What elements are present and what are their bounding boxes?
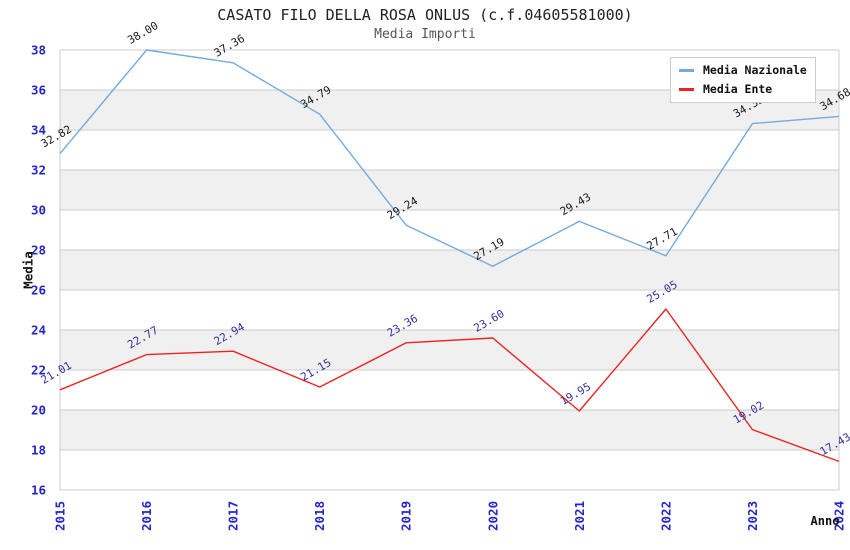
x-tick-label: 2019 (399, 501, 414, 531)
page-subtitle: Media Importi (374, 27, 476, 42)
y-tick-label: 26 (31, 283, 46, 298)
x-tick-label: 2021 (572, 501, 587, 531)
y-tick-label: 32 (31, 163, 46, 178)
band-row (60, 210, 839, 250)
band-row (60, 330, 839, 370)
series-line-1 (59, 308, 840, 463)
legend-label-media-nazionale: Media Nazionale (703, 63, 807, 77)
legend-item-media-ente: Media Ente (679, 82, 807, 96)
x-tick-label: 2017 (226, 501, 241, 531)
y-tick-label: 16 (31, 483, 46, 498)
x-tick-label: 2022 (658, 501, 673, 531)
x-tick-label: 2015 (53, 501, 68, 531)
x-tick-label: 2016 (139, 501, 154, 531)
y-tick-label: 24 (31, 323, 46, 338)
y-tick-label: 34 (31, 123, 46, 138)
y-axis-title: Media (20, 251, 36, 289)
band-row (60, 290, 839, 330)
band-row (60, 170, 839, 210)
x-axis-title: Anno (810, 514, 840, 528)
legend-line-swatch-red-icon (679, 87, 694, 91)
band-row (60, 250, 839, 290)
y-tick-label: 22 (31, 363, 46, 378)
y-tick-label: 20 (31, 403, 46, 418)
series-line-0 (59, 49, 840, 267)
band-row (60, 130, 839, 170)
band-row (60, 410, 839, 450)
band-row (60, 370, 839, 410)
legend-label-media-ente: Media Ente (703, 82, 773, 96)
y-tick-label: 30 (31, 203, 46, 218)
y-tick-label: 36 (31, 83, 46, 98)
x-tick-label: 2018 (312, 501, 327, 531)
legend: Media Nazionale Media Ente (670, 57, 816, 103)
data-label: 38.00 (125, 19, 160, 47)
y-tick-label: 18 (31, 443, 46, 458)
band-row (60, 450, 839, 490)
x-tick-label: 2023 (745, 501, 760, 531)
y-tick-label: 28 (31, 243, 46, 258)
page-title: CASATO FILO DELLA ROSA ONLUS (c.f.046055… (217, 6, 633, 24)
x-tick-label: 2024 (832, 501, 847, 531)
legend-item-media-nazionale: Media Nazionale (679, 63, 807, 77)
legend-line-swatch-blue-icon (679, 68, 694, 72)
x-tick-label: 2020 (485, 501, 500, 531)
y-tick-label: 38 (31, 43, 46, 58)
